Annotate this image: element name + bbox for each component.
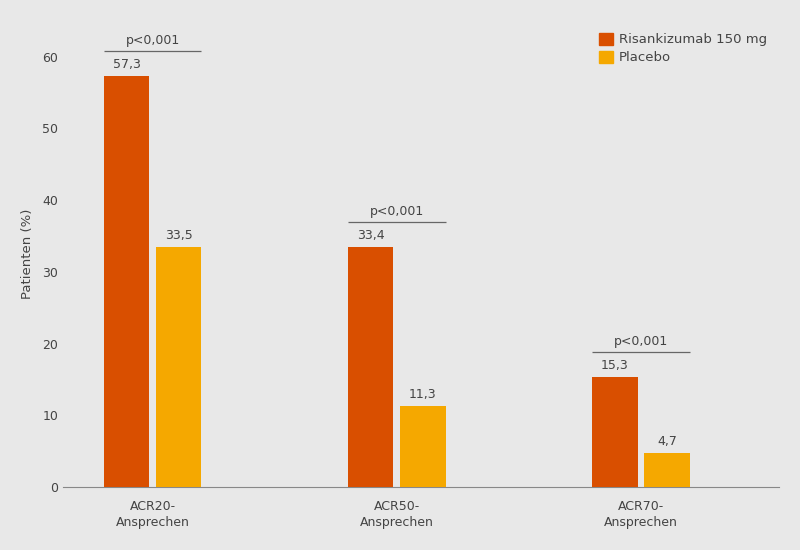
Text: p<0,001: p<0,001 — [126, 34, 180, 47]
Text: 15,3: 15,3 — [601, 359, 629, 372]
Text: 4,7: 4,7 — [657, 435, 677, 448]
Text: 33,5: 33,5 — [165, 229, 193, 241]
Bar — [644, 453, 690, 487]
Text: 11,3: 11,3 — [409, 388, 437, 401]
Bar — [592, 377, 638, 487]
Bar — [156, 247, 202, 487]
Text: 57,3: 57,3 — [113, 58, 141, 71]
Text: p<0,001: p<0,001 — [614, 335, 668, 348]
Y-axis label: Patienten (%): Patienten (%) — [21, 208, 34, 299]
Legend: Risankizumab 150 mg, Placebo: Risankizumab 150 mg, Placebo — [594, 28, 773, 69]
Text: p<0,001: p<0,001 — [370, 205, 424, 218]
Text: 33,4: 33,4 — [357, 229, 385, 243]
Bar — [400, 406, 446, 487]
Bar — [348, 248, 394, 487]
Bar — [104, 76, 150, 487]
